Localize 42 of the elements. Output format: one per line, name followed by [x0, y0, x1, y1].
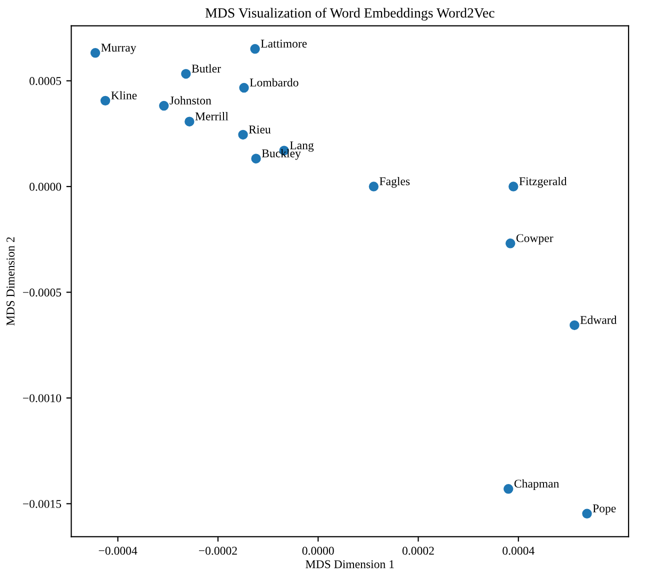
y-tick-label: 0.0005 — [30, 77, 62, 86]
annotation: Edward — [580, 316, 617, 324]
point — [159, 100, 169, 111]
point — [238, 130, 248, 140]
y-axis-title: MDS Dimension 2 — [6, 237, 14, 326]
annotation: Cowper — [516, 234, 554, 245]
x-tick-label: −0.0004 — [98, 546, 138, 555]
point — [506, 238, 516, 248]
y-tick-label: −0.0015 — [23, 500, 62, 508]
annotation: Johnston — [170, 96, 212, 104]
point — [570, 320, 580, 330]
annotation: Butler — [192, 64, 221, 73]
point — [368, 182, 379, 192]
x-tick-label: 0.0002 — [402, 546, 434, 555]
annotation: Chapman — [514, 479, 560, 490]
point — [504, 484, 514, 494]
point — [250, 44, 260, 54]
annotation: Lattimore — [260, 40, 307, 48]
point — [184, 116, 194, 126]
annotation: Fitzgerald — [519, 176, 567, 188]
point — [251, 154, 261, 164]
x-tick-label: −0.0002 — [199, 546, 237, 555]
x-tick-label: 0.0004 — [502, 546, 534, 555]
annotation: Rieu — [248, 126, 271, 134]
point — [90, 48, 100, 58]
chart-title: MDS Visualization of Word Embeddings Word2Vec — [205, 8, 494, 20]
annotation: Murray — [101, 44, 136, 54]
point — [582, 508, 592, 519]
annotation: Lombardo — [250, 78, 298, 87]
point — [239, 82, 249, 93]
y-tick-label: 0.0000 — [30, 182, 62, 191]
point — [508, 182, 518, 192]
annotation: Pope — [592, 504, 616, 515]
annotation: Merrill — [195, 112, 228, 120]
x-axis-title: MDS Dimension 1 — [306, 560, 394, 568]
y-tick-label: −0.0010 — [23, 394, 62, 402]
point — [181, 68, 191, 79]
point — [100, 96, 110, 106]
annotation: Kline — [111, 91, 137, 100]
y-tick-label: −0.0005 — [23, 288, 62, 297]
x-tick-label: 0.0000 — [302, 546, 334, 555]
annotation: Fagles — [380, 176, 410, 188]
